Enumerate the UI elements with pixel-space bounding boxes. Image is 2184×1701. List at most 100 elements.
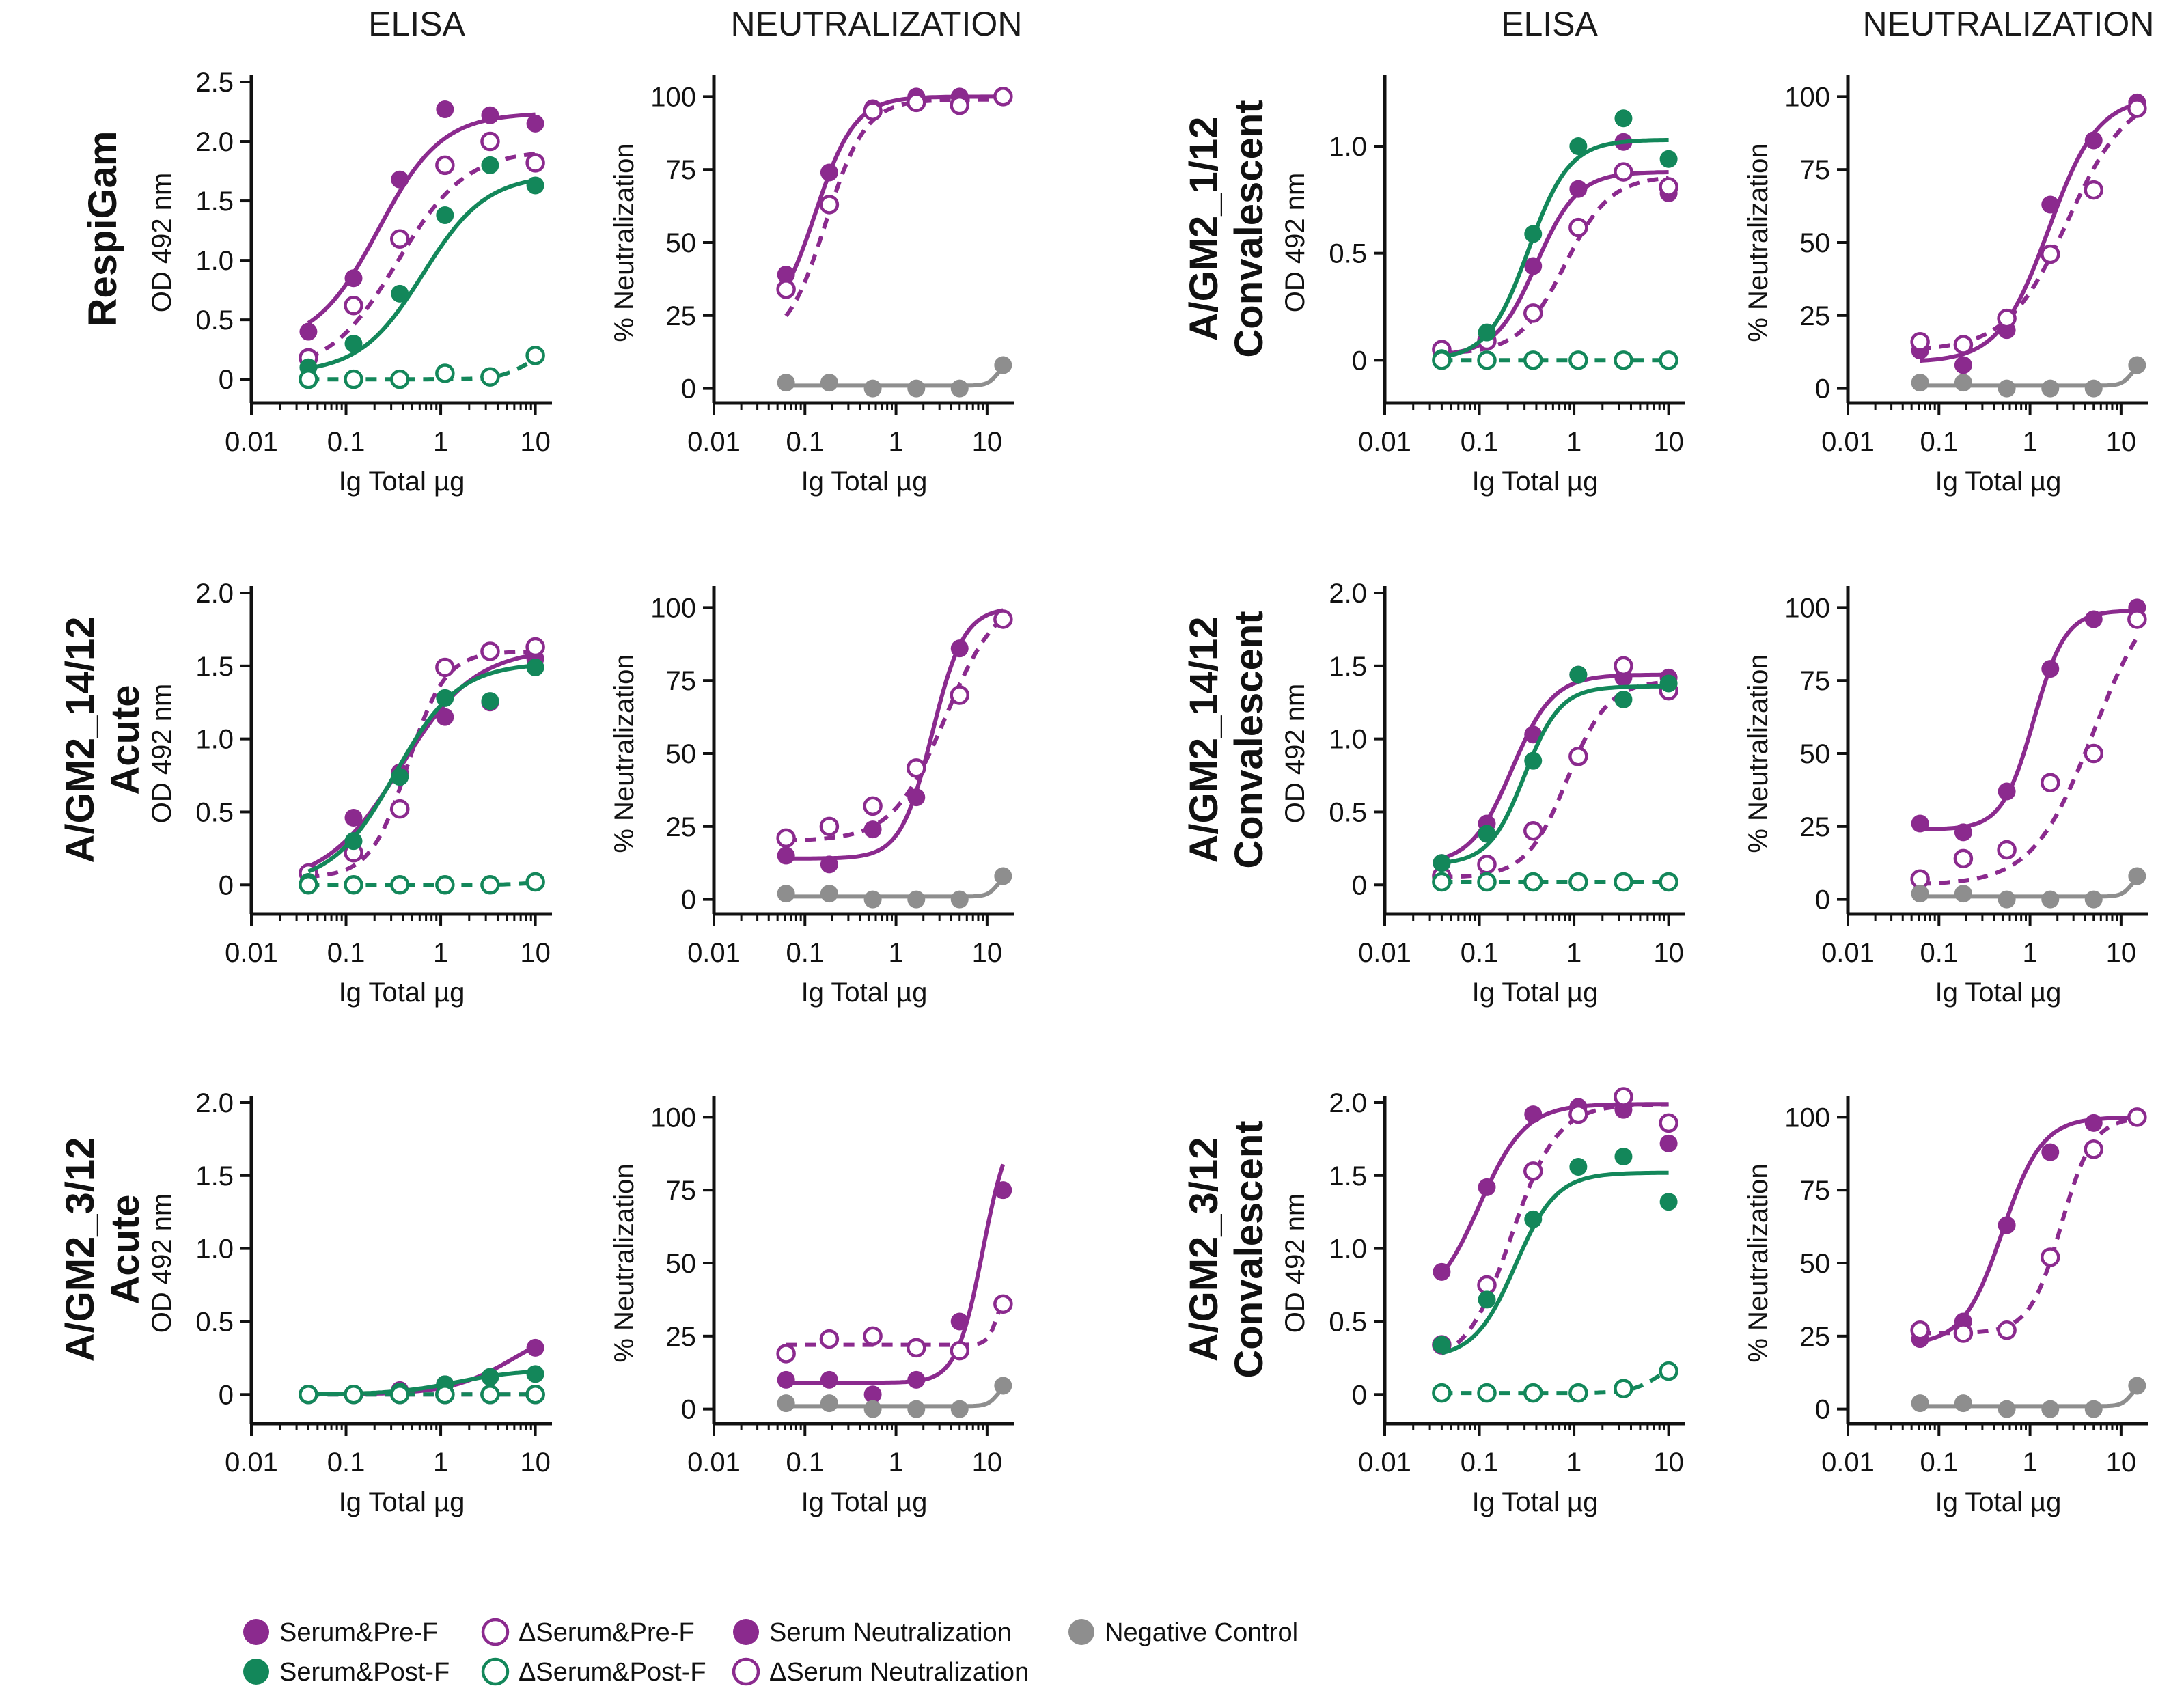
data-point [777, 1394, 795, 1413]
x-tick-label: 0.1 [786, 427, 824, 457]
data-point [526, 176, 544, 195]
data-point [820, 163, 838, 182]
data-point [994, 1377, 1012, 1395]
data-point [2041, 660, 2060, 678]
y-tick-label: 75 [666, 1176, 697, 1206]
y-tick-label: 0 [681, 1395, 696, 1425]
x-tick-label: 0.01 [687, 427, 741, 457]
data-point [1432, 1383, 1452, 1403]
data-point [525, 153, 545, 173]
data-point [1569, 1158, 1588, 1176]
data-point [1954, 885, 1972, 903]
data-point [1910, 332, 1930, 352]
data-point [1954, 356, 1972, 374]
data-point [1614, 1087, 1633, 1107]
legend-item-negative-control: Negative Control [1068, 1618, 1298, 1647]
data-point [820, 374, 838, 392]
y-tick-label: 0.5 [1329, 1307, 1367, 1337]
data-point [435, 155, 455, 176]
y-tick-label: 2.5 [195, 68, 234, 98]
x-tick-label: 10 [972, 1448, 1003, 1478]
fit-curve [784, 94, 1004, 288]
data-point [2127, 1107, 2147, 1127]
data-point [1477, 872, 1497, 892]
chart-panel-gm2-3-acute-elisa: 0 0.5 1.0 1.5 2.0 0.01 0.1 1 10 Ig Total µg OD 492… [147, 1088, 552, 1517]
y-tick-label: 0.5 [1329, 797, 1367, 827]
y-tick-label: 25 [666, 301, 697, 331]
fit-curve [1441, 1170, 1669, 1355]
data-point [950, 639, 969, 658]
data-point [994, 1181, 1012, 1200]
data-point [435, 657, 455, 678]
data-point [2127, 98, 2147, 118]
series-serum-neutralization [1911, 1108, 2146, 1349]
data-point [1524, 257, 1543, 275]
data-point [1998, 379, 2016, 398]
data-point [1477, 1383, 1497, 1403]
series-serum-post-f [1433, 109, 1678, 368]
row-label-6: A/GM2_3/12 Convalescent [1182, 1120, 1271, 1378]
data-point [2084, 890, 2103, 909]
data-point [481, 692, 499, 710]
data-point [481, 106, 499, 124]
data-point [1614, 162, 1633, 182]
y-tick-label: 1.5 [1329, 652, 1367, 682]
data-point [907, 758, 926, 778]
series-serum-pre-f [1433, 1098, 1678, 1281]
data-point [1433, 1262, 1451, 1281]
fit-curve [1920, 366, 2139, 388]
series-serum-post-f [299, 1365, 544, 1404]
chart-panel-gm2-3-conv-elisa: 0 0.5 1.0 1.5 2.0 0.01 0.1 1 10 Ig Total µg OD 492… [1280, 1087, 1685, 1517]
data-point [776, 279, 796, 299]
x-tick-label: 0.1 [1461, 1448, 1499, 1478]
y-axis-title: % Neutralization [1743, 1163, 1773, 1362]
data-point [299, 322, 318, 341]
data-point [2041, 890, 2060, 909]
fit-curve [1441, 138, 1669, 359]
data-point [777, 374, 795, 392]
chart-panel-respigam-neut: 0 25 50 75 100 0.01 0.1 1 10 Ig Total µg % Neutral… [609, 75, 1014, 497]
x-tick-label: 0.01 [1821, 938, 1875, 968]
series-delta-serum-pre-f [299, 637, 545, 883]
series-delta-serum-neutralization [776, 87, 1013, 318]
y-axis-title: % Neutralization [1743, 143, 1773, 342]
fit-curve [786, 366, 1005, 388]
fit-curve [1441, 672, 1669, 861]
row-label-5: A/GM2_3/12 Acute [58, 1137, 148, 1362]
x-axis-title: Ig Total µg [1935, 1487, 2062, 1517]
legend-label: ΔSerum&Pre-F [519, 1618, 695, 1647]
data-point [863, 1400, 882, 1418]
row-labels: RespiGam A/GM2_1/12 ConvalescentA/GM2_14/1… [58, 100, 1271, 1378]
data-point [907, 1370, 926, 1389]
legend-item-serum-post-f: Serum&Post-F [243, 1658, 450, 1687]
legend-item-delta-serum-post-f: ΔSerum&Post-F [481, 1657, 706, 1687]
fit-curve [786, 877, 1005, 899]
fit-curve [786, 616, 1005, 843]
y-tick-label: 100 [650, 1103, 696, 1133]
legend-marker [732, 1657, 760, 1686]
data-point [390, 875, 410, 895]
data-point [863, 1326, 883, 1346]
y-tick-label: 1.5 [195, 652, 234, 682]
chart-panel-gm2-14-acute-elisa: 0 0.5 1.0 1.5 2.0 0.01 0.1 1 10 Ig Total µg OD 492… [147, 579, 552, 1008]
data-point [994, 356, 1012, 374]
data-point [1569, 180, 1588, 198]
data-point [2041, 379, 2060, 398]
row-label-line: Convalescent [1227, 1120, 1271, 1378]
data-point [1659, 1361, 1678, 1381]
y-tick-label: 0.5 [1329, 239, 1367, 269]
x-axis-title: Ig Total µg [801, 467, 928, 497]
data-point [481, 156, 499, 174]
series-delta-serum-pre-f [299, 131, 545, 368]
data-point [1998, 890, 2016, 909]
x-tick-label: 10 [520, 427, 551, 457]
data-point [1524, 225, 1543, 243]
legend-marker [243, 1619, 269, 1645]
data-point [777, 266, 795, 284]
legend-label: Negative Control [1105, 1618, 1298, 1647]
series-delta-serum-pre-f [1432, 162, 1678, 359]
x-axis-title: Ig Total µg [1472, 978, 1599, 1008]
legend-item-serum-pre-f: Serum&Pre-F [243, 1618, 438, 1647]
data-point [1477, 855, 1497, 874]
data-point [1433, 1336, 1451, 1354]
